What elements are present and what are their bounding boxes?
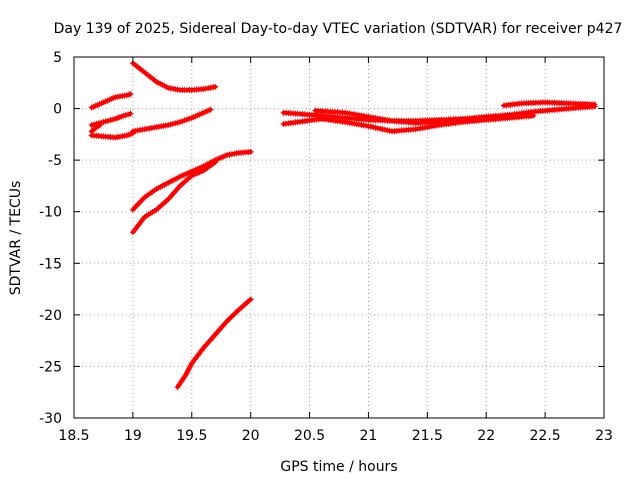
series-line [175, 297, 253, 390]
y-tick-label: 0 [53, 102, 62, 118]
data-point [591, 101, 598, 108]
data-point [96, 122, 103, 129]
data-point [212, 83, 219, 90]
series-track-13 [500, 99, 598, 109]
series-line [130, 61, 218, 92]
data-point [207, 106, 214, 113]
series-track-11 [280, 112, 537, 135]
series-track-4 [88, 122, 103, 135]
y-tick-label: -5 [48, 153, 62, 169]
chart-title: Day 139 of 2025, Sidereal Day-to-day VTE… [54, 21, 623, 37]
y-tick-label: -30 [39, 411, 62, 427]
y-tick-label: -10 [39, 205, 62, 221]
x-tick-label: 18.5 [58, 428, 89, 444]
data-point [247, 296, 254, 303]
series-track-12 [312, 107, 490, 126]
grid-lines [74, 57, 604, 418]
series-track-8 [129, 159, 219, 236]
series-track-3 [88, 130, 136, 141]
data-point [247, 148, 254, 155]
x-tick-label: 21.5 [412, 428, 443, 444]
y-tick-label: -20 [39, 308, 62, 324]
series-track-9 [174, 296, 254, 391]
x-tick-label: 20 [242, 428, 260, 444]
data-point [483, 114, 490, 121]
data-point [530, 112, 537, 119]
y-axis-label: SDTVAR / TECUs [8, 181, 24, 296]
x-tick-label: 19.5 [176, 428, 207, 444]
x-tick-label: 22 [477, 428, 495, 444]
x-tick-label: 19 [124, 428, 142, 444]
series-track-1 [88, 91, 134, 111]
series-track-5 [129, 60, 219, 93]
x-tick-label: 23 [595, 428, 613, 444]
x-tick-label: 20.5 [294, 428, 325, 444]
data-point [127, 91, 134, 98]
y-tick-label: -25 [39, 359, 62, 375]
axis-ticks: 18.5 19 19.5 20 20.5 21 21.5 22 22.5 23 5 0 -5 -10 -15… [39, 50, 613, 444]
data-point [127, 110, 134, 117]
x-axis-label: GPS time / hours [280, 459, 397, 475]
plot-frame [73, 56, 605, 419]
data-points [88, 60, 598, 391]
x-tick-label: 21 [360, 428, 378, 444]
x-tick-label: 22.5 [530, 428, 561, 444]
data-point [212, 159, 219, 166]
series-track-6 [129, 106, 214, 135]
y-tick-label: 5 [53, 50, 62, 66]
series-track-7 [129, 148, 254, 213]
y-tick-label: -15 [39, 256, 62, 272]
